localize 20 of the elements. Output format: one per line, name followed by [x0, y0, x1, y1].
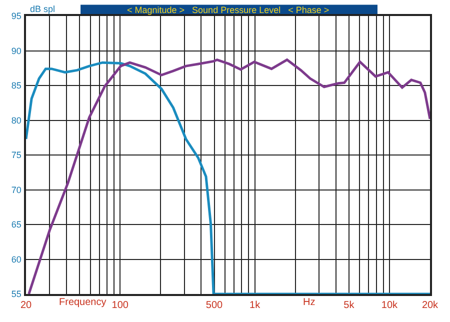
x-axis-title: Frequency — [59, 297, 106, 308]
x-tick-label: 1k — [250, 300, 262, 311]
y-tick-label: 60 — [11, 254, 22, 264]
x-tick-label: 100 — [112, 300, 129, 311]
x-tick-label: 10k — [381, 300, 399, 311]
y-tick-label: 70 — [11, 184, 22, 195]
y-axis-title: dB spl — [30, 4, 56, 14]
y-tick-label: 75 — [11, 150, 22, 160]
y-tick-label: 80 — [11, 115, 22, 126]
text: Hz — [303, 297, 316, 308]
y-tick-label: 65 — [11, 220, 22, 230]
y-tick-label: 95 — [11, 11, 22, 22]
x-tick-label: 20k — [422, 300, 440, 311]
x-tick-label: 20 — [20, 300, 32, 311]
chart-title: < Magnitude > Sound Pressure Level < Phase > — [127, 5, 330, 15]
y-tick-label: 90 — [11, 46, 22, 56]
x-tick-label: 500 — [206, 300, 224, 311]
y-tick-label: 55 — [11, 289, 22, 300]
y-tick-label: 85 — [11, 80, 22, 91]
x-tick-label: 5k — [344, 300, 356, 311]
